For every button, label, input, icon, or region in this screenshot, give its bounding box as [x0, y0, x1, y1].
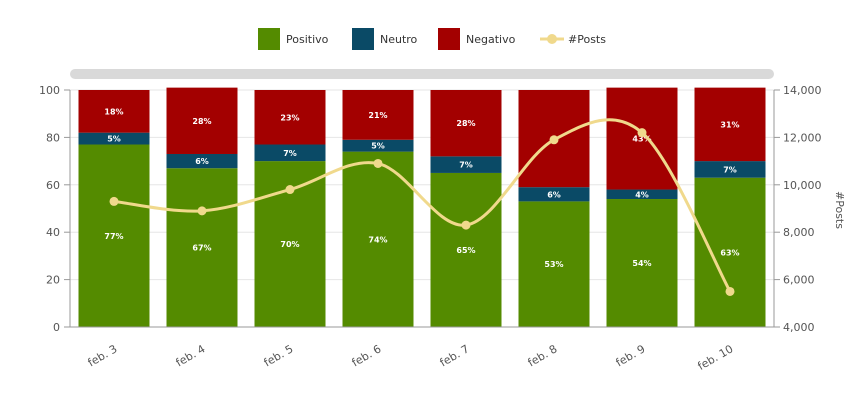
segment-label-neutro: 6% — [195, 157, 209, 166]
bar-neutro[interactable] — [430, 156, 502, 173]
segment-label-neutro: 4% — [635, 190, 649, 199]
y-left-tick-label: 60 — [46, 179, 60, 192]
segment-label-positivo: 67% — [192, 244, 211, 253]
y-left-tick-label: 40 — [46, 226, 60, 239]
segment-label-positivo: 70% — [280, 240, 299, 249]
bar-neutro[interactable] — [518, 187, 590, 202]
y-right-tick-label: 10,000 — [783, 179, 822, 192]
x-tick-label: feb. 9 — [614, 342, 648, 369]
legend-item-positivo[interactable]: Positivo — [258, 28, 329, 50]
y-right-tick-label: 8,000 — [783, 226, 815, 239]
segment-label-neutro: 7% — [459, 161, 473, 170]
legend-swatch — [438, 28, 460, 50]
segment-label-negativo: 28% — [192, 117, 211, 126]
bar-positivo[interactable] — [518, 201, 590, 327]
bar-positivo[interactable] — [342, 151, 414, 327]
y-right-tick-label: 6,000 — [783, 274, 815, 287]
x-tick-label: feb. 5 — [262, 342, 296, 369]
posts-line — [109, 118, 735, 296]
bar-neutro[interactable] — [254, 144, 326, 162]
bar-negativo[interactable] — [342, 90, 414, 140]
segment-label-positivo: 63% — [720, 248, 739, 257]
segment-label-negativo: 31% — [720, 120, 739, 129]
legend-label: Positivo — [286, 33, 329, 46]
legend-item-neutro[interactable]: Neutro — [352, 28, 418, 50]
x-tick-label: feb. 8 — [526, 342, 560, 369]
segment-label-neutro: 5% — [107, 135, 121, 144]
bar-neutro[interactable] — [694, 161, 766, 178]
bar-neutro[interactable] — [166, 153, 238, 169]
legend-label: #Posts — [568, 33, 606, 46]
y-right-tick-label: 4,000 — [783, 321, 815, 334]
x-tick-label: feb. 7 — [438, 342, 472, 369]
posts-point[interactable] — [285, 185, 295, 195]
segment-label-negativo: 23% — [280, 113, 299, 122]
bar-neutro[interactable] — [606, 189, 678, 200]
x-tick-label: feb. 4 — [174, 342, 208, 369]
segment-labels: 77% 5% 18% 67% 6% 28% 70% 7% 23% 74% 5% 21% 65% 7% 28%… — [104, 107, 739, 269]
bar-negativo[interactable] — [430, 90, 502, 157]
bar-negativo[interactable] — [254, 90, 326, 145]
bar-neutro[interactable] — [342, 139, 414, 152]
x-tick-label: feb. 6 — [350, 342, 384, 369]
bar-stacks — [78, 87, 766, 327]
y-left-tick-label: 0 — [53, 321, 60, 334]
segment-label-neutro: 7% — [723, 165, 737, 174]
bar-neutro[interactable] — [78, 132, 150, 145]
legend-item-negativo[interactable]: Negativo — [438, 28, 516, 50]
segment-label-negativo: 43% — [632, 135, 651, 144]
posts-point[interactable] — [637, 128, 647, 138]
legend-item-posts[interactable]: #Posts — [540, 33, 606, 46]
x-axis: feb. 3 feb. 4 feb. 5 feb. 6 feb. 7 feb. 8 feb.… — [70, 326, 774, 373]
segment-label-negativo: 18% — [104, 107, 123, 116]
legend-marker — [547, 34, 557, 44]
x-tick-label: feb. 3 — [86, 342, 120, 369]
bar-negativo[interactable] — [78, 90, 150, 133]
bar-positivo[interactable] — [694, 177, 766, 327]
bar-negativo[interactable] — [606, 87, 678, 190]
segment-label-positivo: 77% — [104, 232, 123, 241]
bar-negativo[interactable] — [694, 87, 766, 162]
posts-point[interactable] — [373, 158, 383, 168]
segment-label-positivo: 74% — [368, 235, 387, 244]
bar-positivo[interactable] — [166, 168, 238, 327]
bar-positivo[interactable] — [606, 199, 678, 327]
chart-legend: Positivo Neutro Negativo #Posts — [258, 28, 606, 50]
y-axis-right-title: #Posts — [833, 191, 846, 229]
bar-positivo[interactable] — [430, 172, 502, 327]
scrollbar-track[interactable] — [70, 69, 774, 79]
segment-label-negativo: 21% — [368, 111, 387, 120]
segment-label-neutro: 6% — [547, 190, 561, 199]
y-left-tick-label: 80 — [46, 131, 60, 144]
x-tick-label: feb. 10 — [696, 342, 736, 373]
y-right-tick-label: 14,000 — [783, 84, 822, 97]
segment-label-negativo: 28% — [456, 119, 475, 128]
bar-positivo[interactable] — [78, 144, 150, 327]
posts-point[interactable] — [549, 135, 559, 145]
segment-label-neutro: 7% — [283, 149, 297, 158]
y-right-tick-label: 12,000 — [783, 131, 822, 144]
legend-label: Neutro — [380, 33, 418, 46]
y-left-tick-label: 100 — [39, 84, 60, 97]
segment-label-neutro: 5% — [371, 142, 385, 151]
posts-point[interactable] — [725, 286, 735, 296]
posts-point[interactable] — [109, 196, 119, 206]
segment-label-positivo: 54% — [632, 259, 651, 268]
y-left-tick-label: 20 — [46, 274, 60, 287]
y-axis-right: 4,000 6,000 8,000 10,000 12,000 14,000 — [773, 84, 822, 334]
legend-swatch — [258, 28, 280, 50]
legend-label: Negativo — [466, 33, 516, 46]
legend-swatch — [352, 28, 374, 50]
segment-label-positivo: 53% — [544, 260, 563, 269]
posts-point[interactable] — [461, 220, 471, 230]
bar-negativo[interactable] — [166, 87, 238, 154]
y-axis-left: 0 20 40 60 80 100 — [39, 84, 71, 334]
posts-point[interactable] — [197, 206, 207, 216]
segment-label-positivo: 65% — [456, 246, 475, 255]
